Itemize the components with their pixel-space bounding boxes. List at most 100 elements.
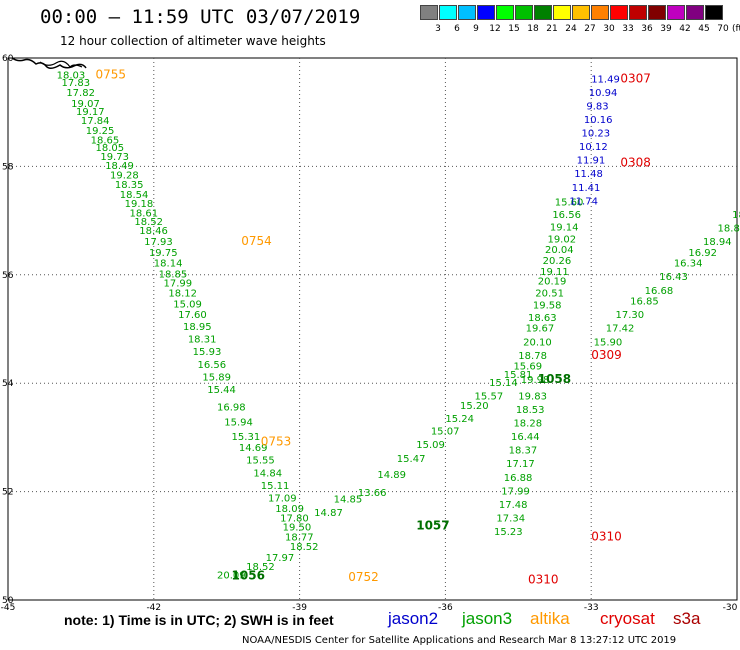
- color-scale-label: 6: [454, 24, 460, 34]
- color-scale-label: 24: [565, 24, 577, 34]
- coastline-path: [11, 57, 87, 69]
- map-title: 00:00 – 11:59 UTC 03/07/2019: [40, 6, 361, 28]
- time_labels-label: 1058: [538, 372, 571, 386]
- jason3-label: 16.85: [630, 297, 659, 308]
- jason3-label: 15.20: [460, 401, 489, 412]
- jason2-label: 11.74: [569, 196, 598, 207]
- jason3-label: 19.73: [100, 152, 129, 163]
- time_labels-label: 1057: [416, 519, 449, 533]
- coastline-path: [39, 60, 83, 68]
- color-swatch: [629, 5, 647, 20]
- jason3-label: 20.51: [535, 288, 564, 299]
- jason3-label: 18.09: [275, 504, 304, 515]
- jason3-label: 19.17: [76, 107, 105, 118]
- s3a-label: 0310: [528, 573, 559, 587]
- color-swatch: [705, 5, 723, 20]
- jason3-label: 18.81: [718, 223, 740, 234]
- jason3-label: 18.28: [513, 419, 542, 430]
- jason3-label: 18.37: [509, 446, 538, 457]
- jason3-label: 15.09: [173, 299, 202, 310]
- color-scale-label: 45: [698, 24, 710, 34]
- jason3-label: 16.92: [688, 248, 717, 259]
- map-frame: [7, 57, 738, 601]
- footer-note: note: 1) Time is in UTC; 2) SWH is in fe…: [64, 612, 334, 628]
- jason3-label: 14.84: [253, 468, 282, 479]
- jason2-label: 11.48: [574, 169, 603, 180]
- jason3-label: 19.07: [71, 99, 100, 110]
- lon-tick-label: -33: [584, 603, 599, 613]
- jason3-label: 16.43: [659, 272, 688, 283]
- jason3-label: 15.14: [489, 378, 518, 389]
- jason2-label: 11.41: [572, 183, 601, 194]
- color-swatch: [553, 5, 571, 20]
- lon-tick-label: -42: [146, 603, 161, 613]
- jason3-label: 19.11: [540, 267, 569, 278]
- jason3-label: 20.09: [217, 570, 246, 581]
- lat-tick-label: 50: [2, 596, 14, 606]
- color-swatch: [572, 5, 590, 20]
- jason3-label: 17.30: [616, 310, 645, 321]
- jason2-label: 11.49: [591, 74, 620, 85]
- jason3-label: 18.12: [168, 288, 197, 299]
- jason3-label: 17.97: [266, 553, 295, 564]
- jason3-label: 16.44: [511, 432, 540, 443]
- jason2-label: 10.23: [581, 129, 610, 140]
- jason3-label: 19.98: [521, 375, 550, 386]
- jason3-label: 20.26: [543, 256, 572, 267]
- jason3-label: 16.56: [552, 210, 581, 221]
- jason3-label: 16.98: [217, 402, 246, 413]
- jason3-label: 13.66: [358, 488, 387, 499]
- jason3-label: 15.47: [397, 454, 426, 465]
- s3a-label: 0308: [620, 155, 651, 169]
- color-scale-label: 3: [435, 24, 441, 34]
- lon-tick-label: -30: [723, 603, 738, 613]
- jason3-label: 18.49: [105, 161, 134, 172]
- jason2-label: 10.94: [589, 88, 618, 99]
- jason3-label: 14.85: [334, 494, 363, 505]
- color-scale-label: 42: [679, 24, 691, 34]
- jason3-label: 16.56: [198, 360, 227, 371]
- jason3-label: 18.94: [703, 237, 732, 248]
- jason3-label: 20.19: [538, 277, 567, 288]
- color-swatch: [420, 5, 438, 20]
- jason3-label: 17.09: [268, 493, 297, 504]
- jason3-label: 16.68: [645, 286, 674, 297]
- altika-label: 0752: [348, 570, 379, 584]
- jason2-label: 10.12: [579, 142, 608, 153]
- lon-tick-label: -39: [292, 603, 307, 613]
- jason3-label: 17.83: [61, 78, 90, 89]
- jason2-label: 10.16: [584, 115, 613, 126]
- legend-cryosat: cryosat: [600, 609, 655, 628]
- color-scale-label: 36: [641, 24, 653, 34]
- jason2-label: 11.91: [577, 156, 606, 167]
- color-scale-label: 18: [527, 24, 539, 34]
- jason3-label: 20.10: [523, 337, 552, 348]
- jason3-label: 15.09: [416, 440, 445, 451]
- altika-label: 0754: [241, 234, 272, 248]
- jason3-label: 17.93: [144, 237, 173, 248]
- jason3-label: 16.34: [674, 259, 703, 270]
- jason3-label: 18.52: [246, 562, 275, 573]
- jason3-label: 17.17: [506, 459, 535, 470]
- jason3-label: 17.80: [280, 513, 309, 524]
- color-swatch: [667, 5, 685, 20]
- jason3-label: 15.31: [232, 432, 261, 443]
- jason3-label: 19.50: [283, 523, 312, 534]
- jason3-label: 17.42: [606, 324, 635, 335]
- color-swatch: [686, 5, 704, 20]
- jason3-label: 18.85: [159, 270, 188, 281]
- jason3-label: 19.14: [550, 222, 579, 233]
- jason3-label: 18.30: [732, 210, 740, 221]
- jason3-label: 17.34: [496, 513, 525, 524]
- lon-tick-label: -45: [1, 603, 16, 613]
- axis-tick-labels: -45 -42 -39 -36 -33 -30 60 58 56 54 52 50: [1, 54, 738, 613]
- altika-label: 0755: [95, 68, 126, 82]
- color-scale-label: 39: [660, 24, 672, 34]
- jason3-label: 15.07: [431, 427, 460, 438]
- color-scale-label: 70: [717, 24, 729, 34]
- jason3-label: 15.57: [475, 391, 504, 402]
- jason3-label: 14.89: [377, 470, 406, 481]
- color-swatch: [515, 5, 533, 20]
- jason3-label: 18.03: [57, 71, 86, 82]
